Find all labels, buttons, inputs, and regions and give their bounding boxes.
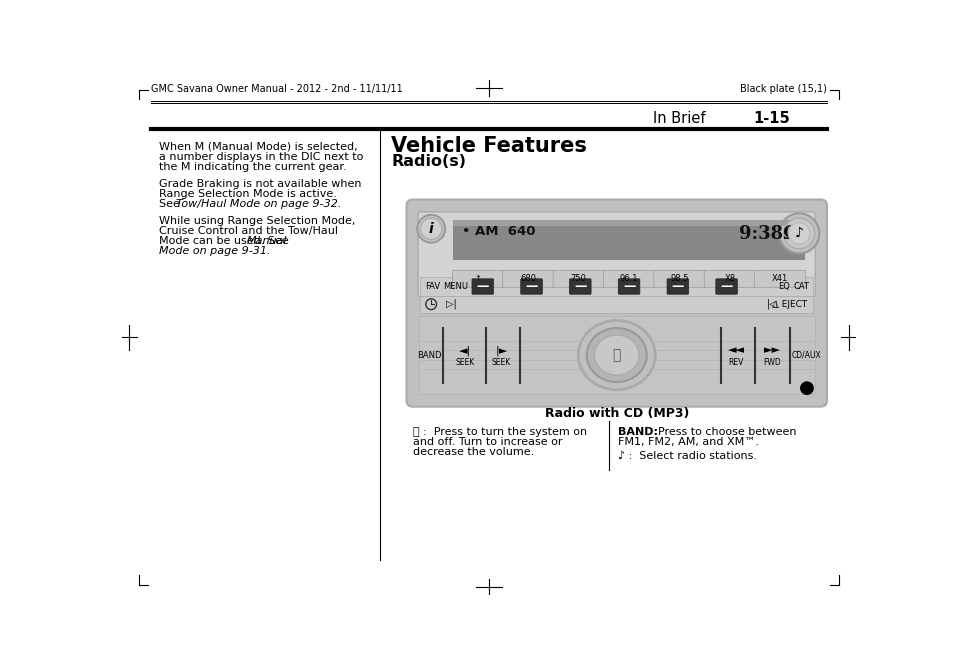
Text: Radio(s): Radio(s) <box>391 154 466 169</box>
Bar <box>420 296 812 313</box>
Text: ◄◄: ◄◄ <box>727 345 743 355</box>
Text: ♪: ♪ <box>794 226 802 240</box>
Text: X8: X8 <box>723 275 735 283</box>
FancyBboxPatch shape <box>417 212 815 297</box>
Text: In Brief: In Brief <box>652 111 704 126</box>
Text: Mode can be used. See: Mode can be used. See <box>158 236 292 246</box>
FancyBboxPatch shape <box>553 271 603 287</box>
Text: Tow/Haul Mode on page 9-32.: Tow/Haul Mode on page 9-32. <box>175 199 340 209</box>
FancyBboxPatch shape <box>452 271 503 287</box>
Text: ♪ :  Select radio stations.: ♪ : Select radio stations. <box>618 450 757 460</box>
Text: REV: REV <box>728 358 743 367</box>
Text: —: — <box>720 280 732 293</box>
Text: Vehicle Features: Vehicle Features <box>391 136 586 156</box>
FancyBboxPatch shape <box>666 279 688 294</box>
Bar <box>453 220 804 226</box>
Ellipse shape <box>578 321 655 389</box>
Text: ⏻: ⏻ <box>612 348 620 362</box>
Text: —: — <box>525 280 537 293</box>
Text: |►: |► <box>495 345 507 355</box>
Circle shape <box>416 215 444 242</box>
Text: MENU: MENU <box>443 282 468 291</box>
FancyBboxPatch shape <box>472 279 493 294</box>
FancyBboxPatch shape <box>520 279 541 294</box>
Bar <box>418 316 814 394</box>
FancyBboxPatch shape <box>715 279 737 294</box>
Text: —: — <box>574 280 586 293</box>
Text: Radio with CD (MP3): Radio with CD (MP3) <box>544 407 688 420</box>
Text: GMC Savana Owner Manual - 2012 - 2nd - 11/11/11: GMC Savana Owner Manual - 2012 - 2nd - 1… <box>151 84 402 94</box>
Text: ◄|: ◄| <box>458 345 471 355</box>
Text: decrease the volume.: decrease the volume. <box>413 448 534 458</box>
FancyBboxPatch shape <box>653 271 704 287</box>
Text: —: — <box>476 280 489 293</box>
Circle shape <box>800 382 812 394</box>
Text: Manual: Manual <box>247 236 288 246</box>
Text: When M (Manual Mode) is selected,: When M (Manual Mode) is selected, <box>158 142 356 152</box>
Text: SEEK: SEEK <box>455 358 475 367</box>
Text: △ EJECT: △ EJECT <box>771 300 806 309</box>
FancyBboxPatch shape <box>569 279 591 294</box>
Text: 680: 680 <box>519 275 536 283</box>
Text: BAND: BAND <box>417 351 441 359</box>
Text: |◁: |◁ <box>766 299 777 309</box>
FancyBboxPatch shape <box>406 200 826 407</box>
FancyBboxPatch shape <box>754 271 805 287</box>
Text: EQ: EQ <box>777 282 789 291</box>
Ellipse shape <box>586 328 646 382</box>
Text: Range Selection Mode is active.: Range Selection Mode is active. <box>158 189 336 199</box>
Text: Mode on page 9-31.: Mode on page 9-31. <box>158 246 270 256</box>
Text: CD/AUX: CD/AUX <box>791 351 821 359</box>
Text: FWD: FWD <box>762 358 781 367</box>
Text: X41: X41 <box>771 275 787 283</box>
Circle shape <box>783 218 814 248</box>
Text: 9:38Ω: 9:38Ω <box>739 225 799 243</box>
FancyBboxPatch shape <box>453 220 804 261</box>
Text: —: — <box>622 280 635 293</box>
Text: ⏻ :  Press to turn the system on: ⏻ : Press to turn the system on <box>413 428 586 438</box>
Ellipse shape <box>594 335 639 375</box>
Text: 96.1: 96.1 <box>619 275 638 283</box>
Text: 1-15: 1-15 <box>752 111 789 126</box>
Text: 98.5: 98.5 <box>670 275 688 283</box>
Text: 750: 750 <box>570 275 586 283</box>
Circle shape <box>420 218 441 240</box>
Text: FM1, FM2, AM, and XM™.: FM1, FM2, AM, and XM™. <box>618 438 759 448</box>
Text: BAND:: BAND: <box>618 428 658 438</box>
FancyBboxPatch shape <box>703 271 755 287</box>
FancyBboxPatch shape <box>603 271 654 287</box>
Text: SEEK: SEEK <box>491 358 511 367</box>
Text: Cruise Control and the Tow/Haul: Cruise Control and the Tow/Haul <box>158 226 337 236</box>
Text: CAT: CAT <box>793 282 809 291</box>
Text: ↑: ↑ <box>474 275 481 283</box>
Text: • AM  640: • AM 640 <box>461 225 535 238</box>
Text: Black plate (15,1): Black plate (15,1) <box>740 84 826 94</box>
FancyBboxPatch shape <box>618 279 639 294</box>
Text: Grade Braking is not available when: Grade Braking is not available when <box>158 179 361 189</box>
Text: the M indicating the current gear.: the M indicating the current gear. <box>158 162 346 172</box>
Text: —: — <box>671 280 683 293</box>
Text: ►►: ►► <box>763 345 780 355</box>
Text: Press to choose between: Press to choose between <box>651 428 796 438</box>
Text: i: i <box>428 222 433 236</box>
Text: See: See <box>158 199 183 209</box>
FancyBboxPatch shape <box>502 271 554 287</box>
Bar <box>420 277 812 296</box>
Text: FAV: FAV <box>425 282 439 291</box>
Circle shape <box>779 213 819 253</box>
Text: a number displays in the DIC next to: a number displays in the DIC next to <box>158 152 362 162</box>
Circle shape <box>787 222 809 244</box>
Text: and off. Turn to increase or: and off. Turn to increase or <box>413 438 561 448</box>
Text: ▷|: ▷| <box>445 299 456 309</box>
Text: While using Range Selection Mode,: While using Range Selection Mode, <box>158 216 355 226</box>
